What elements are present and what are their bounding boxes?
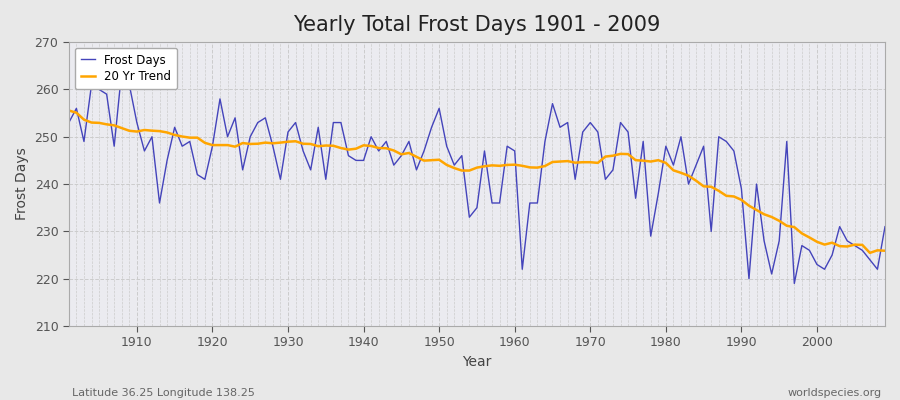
20 Yr Trend <box>509 162 520 167</box>
20 Yr Trend <box>502 162 513 167</box>
20 Yr Trend <box>865 250 876 255</box>
20 Yr Trend <box>124 128 135 133</box>
20 Yr Trend <box>336 146 346 150</box>
Frost Days <box>517 267 527 272</box>
Legend: Frost Days, 20 Yr Trend: Frost Days, 20 Yr Trend <box>75 48 177 89</box>
20 Yr Trend <box>879 248 890 253</box>
Frost Days <box>63 120 74 125</box>
Line: Frost Days: Frost Days <box>68 70 885 284</box>
Frost Days <box>509 148 520 153</box>
Y-axis label: Frost Days: Frost Days <box>15 148 29 220</box>
Frost Days <box>789 281 800 286</box>
Frost Days <box>298 148 309 153</box>
Frost Days <box>608 168 618 172</box>
20 Yr Trend <box>63 108 74 113</box>
X-axis label: Year: Year <box>463 355 491 369</box>
Text: Latitude 36.25 Longitude 138.25: Latitude 36.25 Longitude 138.25 <box>72 388 255 398</box>
Line: 20 Yr Trend: 20 Yr Trend <box>68 110 885 253</box>
Title: Yearly Total Frost Days 1901 - 2009: Yearly Total Frost Days 1901 - 2009 <box>293 15 661 35</box>
Frost Days <box>131 120 142 125</box>
Frost Days <box>116 68 127 73</box>
20 Yr Trend <box>290 139 301 144</box>
Frost Days <box>879 224 890 229</box>
Frost Days <box>343 153 354 158</box>
20 Yr Trend <box>600 154 611 159</box>
Text: worldspecies.org: worldspecies.org <box>788 388 882 398</box>
